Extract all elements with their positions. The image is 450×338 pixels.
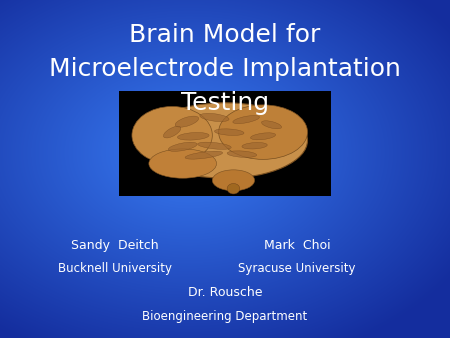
- Ellipse shape: [233, 116, 260, 124]
- Ellipse shape: [219, 105, 307, 159]
- Text: Syracuse University: Syracuse University: [238, 262, 356, 275]
- Ellipse shape: [198, 142, 231, 149]
- Ellipse shape: [200, 113, 229, 122]
- Ellipse shape: [242, 143, 267, 149]
- Ellipse shape: [168, 142, 197, 151]
- Ellipse shape: [177, 132, 209, 140]
- Text: Brain Model for: Brain Model for: [129, 23, 321, 48]
- Ellipse shape: [251, 133, 275, 140]
- Ellipse shape: [149, 149, 216, 178]
- Text: Bucknell University: Bucknell University: [58, 262, 172, 275]
- Text: Mark  Choi: Mark Choi: [264, 239, 330, 251]
- Text: Sandy  Deitch: Sandy Deitch: [71, 239, 158, 251]
- Ellipse shape: [185, 151, 223, 159]
- Ellipse shape: [132, 106, 212, 164]
- Ellipse shape: [215, 129, 244, 136]
- Ellipse shape: [261, 121, 282, 129]
- Ellipse shape: [212, 170, 255, 191]
- Ellipse shape: [227, 151, 256, 158]
- Ellipse shape: [175, 116, 198, 127]
- Ellipse shape: [227, 184, 240, 194]
- Text: Dr. Rousche: Dr. Rousche: [188, 286, 262, 299]
- Ellipse shape: [143, 103, 307, 178]
- Text: Bioengineering Department: Bioengineering Department: [142, 310, 308, 322]
- Text: Microelectrode Implantation: Microelectrode Implantation: [49, 57, 401, 81]
- Bar: [119, 91, 331, 196]
- Ellipse shape: [163, 126, 181, 138]
- Text: Testing: Testing: [181, 91, 269, 115]
